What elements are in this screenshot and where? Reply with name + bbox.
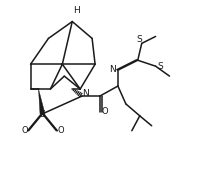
Text: O: O bbox=[102, 107, 108, 116]
Polygon shape bbox=[39, 89, 45, 114]
Text: O: O bbox=[21, 126, 28, 135]
Text: S: S bbox=[158, 62, 163, 71]
Text: O: O bbox=[57, 126, 64, 135]
Text: N: N bbox=[109, 65, 116, 74]
Text: S: S bbox=[40, 110, 45, 119]
Text: H: H bbox=[73, 6, 80, 15]
Text: N: N bbox=[82, 89, 89, 99]
Text: S: S bbox=[136, 35, 142, 44]
